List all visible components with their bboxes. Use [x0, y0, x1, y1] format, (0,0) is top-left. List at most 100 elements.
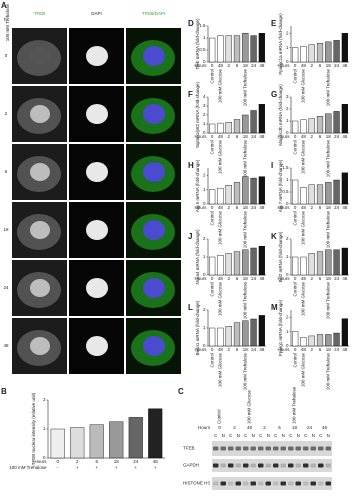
nucleus	[143, 46, 165, 66]
group-label: Control	[292, 69, 297, 84]
panel-letter: H	[188, 161, 194, 170]
x-tick-label: 2	[310, 347, 313, 352]
y-tick-label: 0	[203, 272, 206, 277]
x-tick-label: 18	[326, 276, 332, 281]
group-label: 100 mM Glucose	[301, 140, 306, 175]
band	[220, 463, 226, 468]
group-label: Control	[209, 69, 214, 84]
group-label: 100 mM Glucose	[301, 211, 306, 246]
y-axis-label: TFEB nuclear intensity (relative unit)	[31, 392, 36, 465]
condition-label: 100 mM Trehalose	[292, 386, 297, 424]
group-label: 100 mM Trehalose	[242, 140, 247, 178]
group-label: 100 mM Glucose	[218, 211, 223, 246]
group-label: 100 mM Trehalose	[325, 353, 330, 391]
bar	[316, 184, 324, 205]
protein-label: TFEB	[183, 446, 195, 451]
x-tick-label: 2	[76, 459, 79, 464]
band	[235, 446, 241, 451]
bar	[217, 254, 224, 276]
y-tick-label: 1	[286, 45, 289, 50]
bar	[258, 33, 265, 63]
bar	[300, 337, 307, 347]
band	[228, 481, 234, 486]
treatment-mark: +	[76, 465, 79, 470]
x-tick-label: 48	[218, 276, 224, 281]
band	[310, 481, 316, 486]
bar	[242, 33, 249, 63]
band	[295, 446, 301, 451]
y-tick-label: 2	[203, 236, 206, 241]
y-axis-label: Becn1 mRNA (fold-change)	[195, 300, 200, 355]
hours-value: 6	[278, 425, 281, 430]
bar	[225, 35, 232, 63]
bar	[308, 253, 315, 276]
bar	[300, 186, 307, 205]
bar	[233, 322, 241, 347]
treatment-mark: +	[134, 465, 137, 470]
x-tick-label: 24	[251, 347, 257, 352]
hours-value: 2	[263, 425, 266, 430]
fraction-label: C	[244, 433, 248, 438]
bar	[341, 103, 348, 134]
hours-label: Hours	[198, 425, 211, 430]
group-label: 100 mM Glucose	[218, 353, 223, 388]
y-tick-label: 1	[203, 325, 206, 330]
hours-value: 18	[292, 425, 298, 430]
x-tick-label: 0	[294, 347, 297, 352]
y-tick-label: 1	[203, 35, 206, 40]
band	[280, 446, 286, 451]
bar	[341, 318, 348, 347]
group-label: 100 mM Trehalose	[242, 282, 247, 320]
bar	[233, 251, 241, 276]
y-tick-label: 0	[43, 455, 46, 460]
band	[213, 481, 219, 486]
x-tick-label: 48	[259, 134, 265, 139]
y-tick-label: 2	[203, 112, 206, 117]
fraction-label: N	[267, 433, 270, 438]
nucleus	[86, 336, 108, 356]
x-tick-label: 48	[301, 276, 307, 281]
y-tick-label: 0	[286, 59, 289, 64]
nucleus	[86, 162, 108, 182]
x-tick-label: 48	[342, 134, 348, 139]
bar	[333, 179, 340, 205]
group-label: Control	[209, 282, 214, 297]
y-tick-label: 0	[286, 272, 289, 277]
group-label: 100 mM Trehalose	[325, 211, 330, 249]
treatment-mark: +	[154, 465, 157, 470]
row-label: 6	[5, 169, 8, 174]
x-tick-label: 48	[342, 63, 348, 68]
fraction-label: C	[259, 433, 263, 438]
x-axis-label: Hours	[277, 63, 290, 68]
y-axis-label: Ppargc1a mRNA (fold-change)	[278, 13, 283, 75]
treatment-mark: +	[115, 465, 118, 470]
band	[303, 481, 309, 486]
group-label: 100 mM Trehalose	[242, 211, 247, 249]
group-label: 100 mM Glucose	[218, 140, 223, 175]
x-tick-label: 0	[211, 205, 214, 210]
x-tick-label: 2	[227, 276, 230, 281]
bar	[209, 327, 216, 347]
band	[318, 446, 324, 451]
panel-letter: F	[188, 90, 193, 99]
x-tick-label: 6	[236, 205, 239, 210]
y-tick-label: 1	[286, 254, 289, 259]
band	[288, 446, 294, 451]
x-tick-label: 48	[218, 347, 224, 352]
y-axis-label: Map1lc3b mRNA (fold-change)	[278, 84, 283, 146]
blot	[212, 459, 332, 472]
bar	[128, 417, 143, 459]
nucleus	[86, 220, 108, 240]
y-tick-label: 0.5	[282, 189, 289, 194]
nucleus	[143, 162, 165, 182]
band	[325, 463, 331, 468]
x-tick-label: 18	[243, 134, 249, 139]
y-tick-label: 1	[286, 329, 289, 334]
x-tick-label: 24	[334, 63, 340, 68]
fraction-label: C	[214, 433, 218, 438]
x-axis-label: Hours	[194, 134, 207, 139]
time-unit: h	[4, 17, 7, 22]
bar	[292, 179, 299, 205]
